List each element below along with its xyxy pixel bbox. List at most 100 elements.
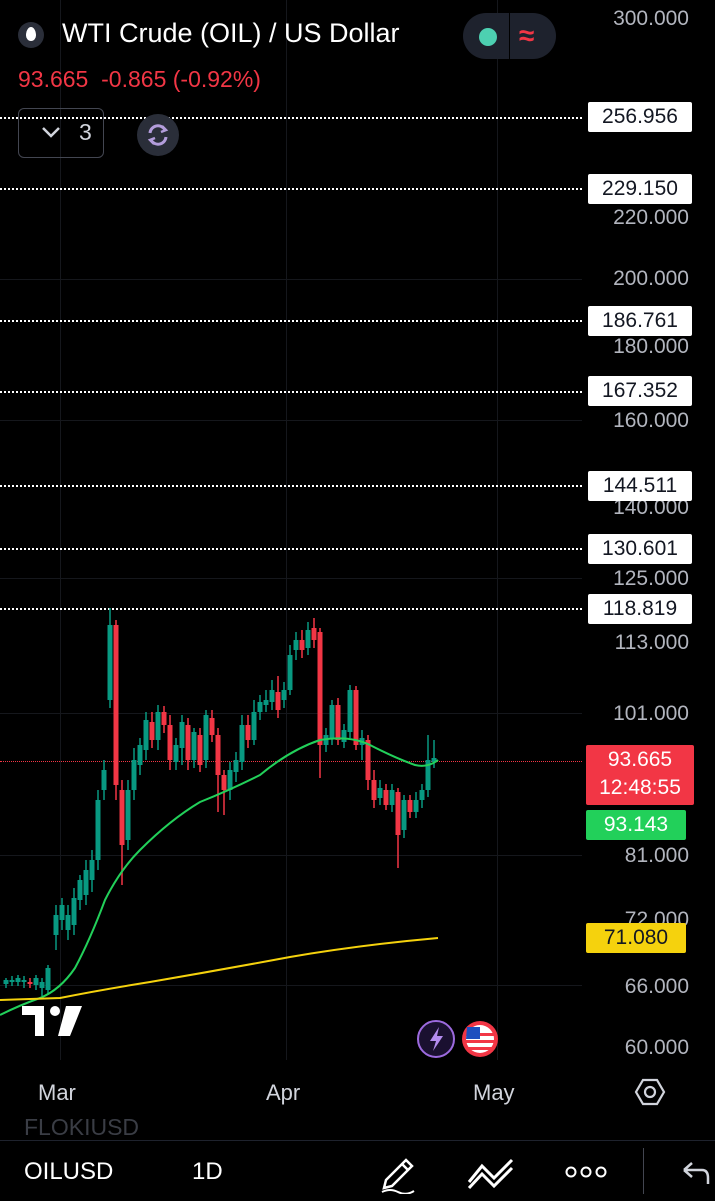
candle-body <box>425 760 431 790</box>
toolbar-divider <box>643 1148 644 1194</box>
drop-icon <box>18 22 44 48</box>
candle-body <box>287 655 293 690</box>
grid-line <box>497 0 498 1060</box>
candle-body <box>149 722 155 740</box>
candle-body <box>263 700 269 705</box>
alert-line[interactable] <box>0 188 582 190</box>
symbol-title[interactable]: WTI Crude (OIL) / US Dollar <box>62 18 400 48</box>
candle-body <box>395 792 401 835</box>
price-axis-label: 180.000 <box>613 335 689 358</box>
candle-body <box>335 705 341 740</box>
candle-body <box>419 790 425 800</box>
candle-body <box>305 630 311 648</box>
alert-line[interactable] <box>0 608 582 610</box>
alert-price-tag[interactable]: 186.761 <box>588 306 692 336</box>
candle-body <box>77 880 83 900</box>
price-axis-label: 200.000 <box>613 267 689 290</box>
market-open-dot-icon <box>479 28 497 46</box>
alert-line[interactable] <box>0 548 582 550</box>
price-axis-label: 125.000 <box>613 567 689 590</box>
price-axis-label: 300.000 <box>613 7 689 30</box>
grid-line <box>60 0 61 1060</box>
candle-body <box>15 978 21 982</box>
draw-tool-icon[interactable] <box>466 1156 516 1195</box>
candle-body <box>317 632 323 745</box>
candle-body <box>53 915 59 935</box>
alert-line[interactable] <box>0 320 582 322</box>
candle-body <box>197 735 203 765</box>
bar-countdown: 12:48:55 <box>599 776 681 799</box>
ghost-symbol: FLOKIUSD <box>24 1114 140 1140</box>
candle-body <box>203 715 209 760</box>
sync-icon[interactable] <box>137 114 179 156</box>
alert-price-tag[interactable]: 144.511 <box>588 471 692 501</box>
candle-body <box>125 790 131 840</box>
price-axis-label: 66.000 <box>624 975 689 998</box>
candle-body <box>227 770 233 790</box>
quote-line: 93.665 -0.865 (-0.92%) <box>18 66 261 93</box>
candle-body <box>95 800 101 860</box>
symbol-button[interactable]: OILUSD <box>24 1158 114 1185</box>
grid-line <box>0 578 582 579</box>
candle-body <box>215 735 221 775</box>
candle-body <box>221 775 227 790</box>
candle-body <box>431 758 437 762</box>
price-axis-label: 160.000 <box>613 409 689 432</box>
candle-body <box>245 725 251 740</box>
candle-body <box>413 800 419 812</box>
candle-body <box>365 740 371 780</box>
grid-line <box>0 279 582 280</box>
grid-line <box>0 713 582 714</box>
candle-body <box>119 790 125 845</box>
candle-body <box>353 690 359 745</box>
price-axis-label: 81.000 <box>624 844 689 867</box>
alert-price-tag[interactable]: 167.352 <box>588 376 692 406</box>
candle-body <box>239 725 245 762</box>
price-axis-label: 60.000 <box>624 1036 689 1059</box>
ma-slow-line <box>0 937 439 1001</box>
candle-body <box>185 725 191 760</box>
alert-price-tag[interactable]: 118.819 <box>588 594 692 624</box>
undo-icon[interactable] <box>680 1160 710 1191</box>
candle-body <box>377 788 383 798</box>
current-price-tag: 93.665 12:48:55 <box>586 745 694 805</box>
alert-price-tag[interactable]: 229.150 <box>588 174 692 204</box>
interval-button[interactable]: 1D <box>192 1158 223 1185</box>
grid-line <box>286 0 287 1060</box>
indicators-toggle[interactable]: 3 <box>18 108 104 158</box>
candle-body <box>347 690 353 732</box>
candle-body <box>39 982 45 988</box>
wave-icon: ≈ <box>519 20 535 51</box>
candle-body <box>9 980 15 982</box>
more-icon[interactable] <box>565 1164 607 1185</box>
chevron-down-icon <box>41 118 61 146</box>
candle-body <box>389 790 395 805</box>
candle-body <box>83 870 89 895</box>
candle-body <box>137 745 143 765</box>
candle-body <box>299 640 305 650</box>
chart-settings-icon[interactable] <box>634 1076 666 1113</box>
candle-body <box>209 718 215 735</box>
ma-fast-tag: 93.143 <box>586 810 686 840</box>
event-badges[interactable] <box>416 1018 506 1065</box>
candle-body <box>383 790 389 805</box>
alert-line[interactable] <box>0 391 582 393</box>
last-price: 93.665 <box>18 66 89 92</box>
candle-body <box>21 980 27 982</box>
candle-body <box>173 745 179 762</box>
alert-price-tag[interactable]: 130.601 <box>588 534 692 564</box>
candle-body <box>155 712 161 740</box>
candlestick-chart[interactable] <box>0 0 582 1060</box>
alert-line[interactable] <box>0 117 582 119</box>
market-status-pill[interactable]: ≈ <box>463 13 556 59</box>
current-price-value: 93.665 <box>607 748 673 771</box>
candle-body <box>275 692 281 710</box>
candle-body <box>281 690 287 700</box>
price-axis-label: 220.000 <box>613 206 689 229</box>
alert-price-tag[interactable]: 256.956 <box>588 102 692 132</box>
time-axis-label: May <box>473 1080 515 1105</box>
pencil-icon[interactable] <box>378 1150 418 1199</box>
grid-line <box>0 985 582 986</box>
alert-line[interactable] <box>0 485 582 487</box>
time-axis-label: Apr <box>266 1080 301 1105</box>
